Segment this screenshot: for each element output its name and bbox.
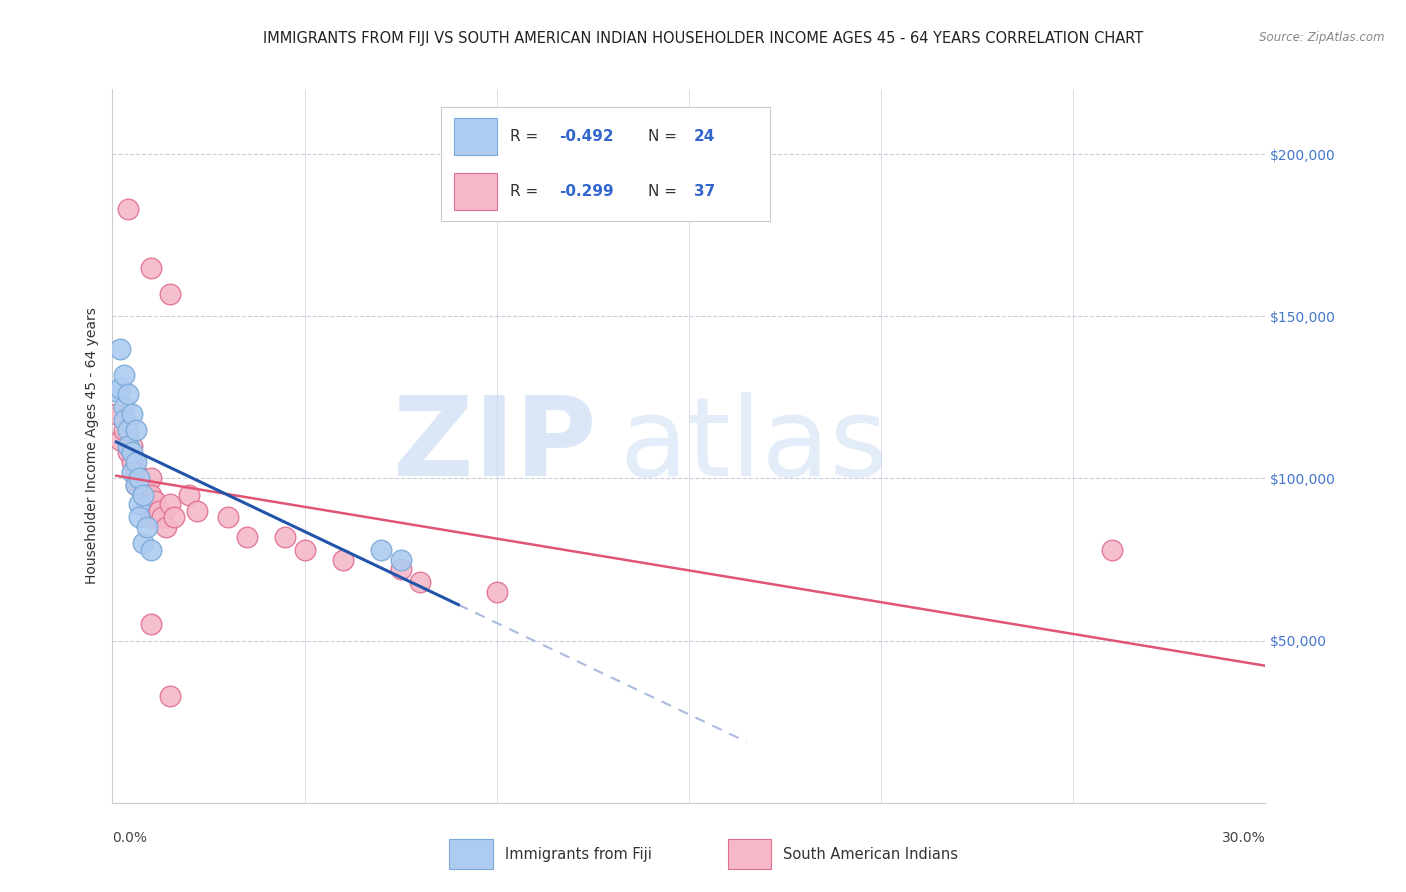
Point [128,497,150,511]
Point [485,585,508,599]
Point [152,510,174,524]
Point [294,542,316,557]
Point [112,368,135,382]
Point [155,520,177,534]
Point [124,478,146,492]
Text: atlas: atlas [620,392,889,500]
Point [105,384,128,398]
Text: South American Indians: South American Indians [783,847,959,862]
Point [217,510,239,524]
Point [117,445,139,459]
Point [179,488,201,502]
Point [409,575,432,590]
Point [128,471,150,485]
Text: ZIP: ZIP [394,392,596,500]
Bar [450,839,492,869]
Point [117,423,139,437]
Point [143,494,166,508]
Bar [728,839,770,869]
Point [136,497,159,511]
Point [108,381,131,395]
Text: Immigrants from Fiji: Immigrants from Fiji [505,847,652,862]
Point [117,439,139,453]
Point [236,530,259,544]
Text: 30.0%: 30.0% [1222,831,1265,845]
Point [121,455,143,469]
Point [139,260,162,275]
Y-axis label: Householder Income Ages 45 - 64 years: Householder Income Ages 45 - 64 years [86,308,100,584]
Point [121,465,143,479]
Point [332,552,354,566]
Point [117,202,139,217]
Point [159,689,181,703]
Point [105,407,128,421]
Text: Source: ZipAtlas.com: Source: ZipAtlas.com [1260,31,1385,45]
Point [139,471,162,485]
Point [124,455,146,469]
Point [128,471,150,485]
Point [148,504,170,518]
Point [159,497,181,511]
Point [132,536,155,550]
Point [389,562,412,576]
Point [163,510,186,524]
Point [139,542,162,557]
Point [112,413,135,427]
Point [1101,542,1123,557]
Point [124,465,146,479]
Point [139,510,162,524]
Point [159,286,181,301]
Point [139,488,162,502]
Point [370,542,392,557]
Point [121,407,143,421]
Text: 0.0%: 0.0% [112,831,148,845]
Point [128,510,150,524]
Point [108,433,131,447]
Point [108,342,131,356]
Point [112,423,135,437]
Point [121,445,143,459]
Point [124,478,146,492]
Point [121,439,143,453]
Point [132,478,155,492]
Point [136,520,159,534]
Point [139,617,162,632]
Point [124,423,146,437]
Text: IMMIGRANTS FROM FIJI VS SOUTH AMERICAN INDIAN HOUSEHOLDER INCOME AGES 45 - 64 YE: IMMIGRANTS FROM FIJI VS SOUTH AMERICAN I… [263,31,1143,46]
Point [112,400,135,414]
Point [136,484,159,499]
Point [117,387,139,401]
Point [186,504,208,518]
Point [389,552,412,566]
Point [132,488,155,502]
Point [274,530,297,544]
